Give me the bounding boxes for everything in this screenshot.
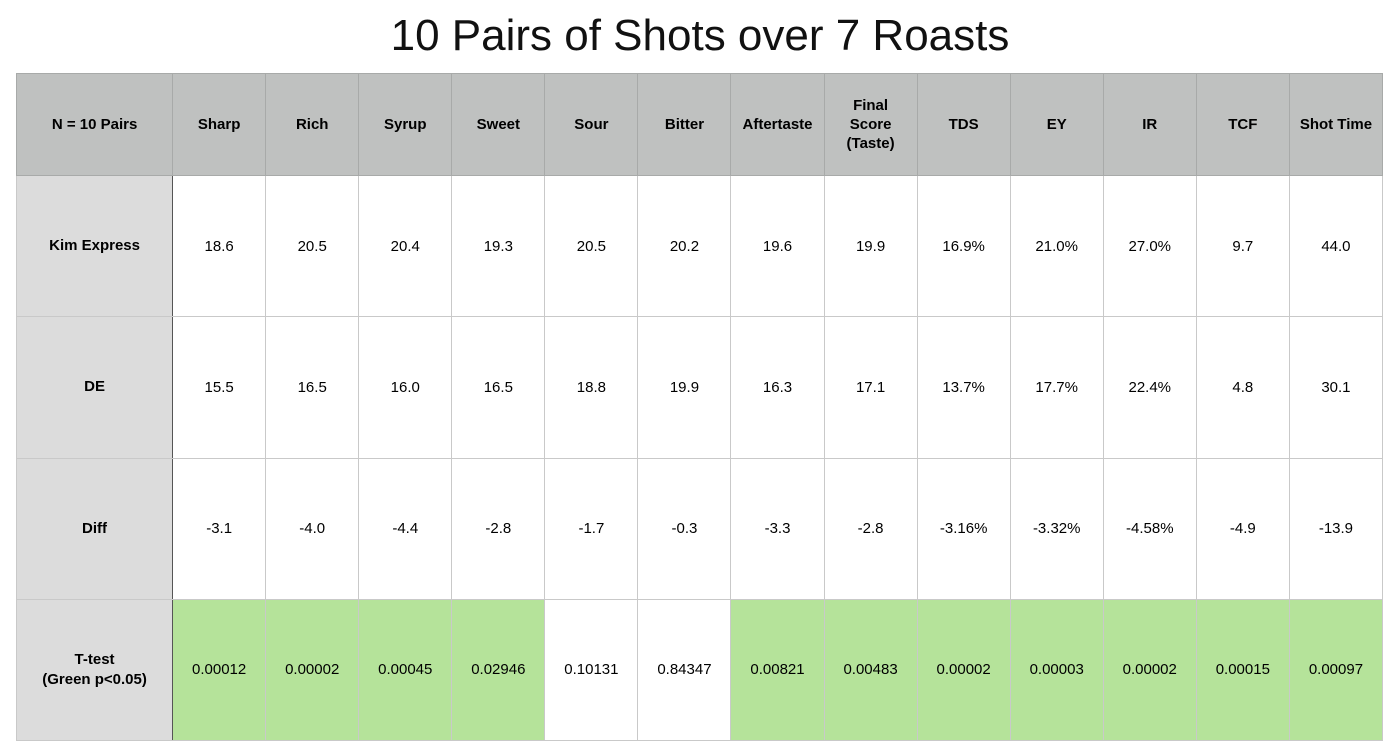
column-header: Sharp [172, 73, 267, 176]
table-cell: -0.3 [637, 457, 732, 600]
table-cell: 30.1 [1288, 316, 1384, 459]
table-cell: 13.7% [916, 316, 1011, 459]
table-row: Diff -3.1 -4.0 -4.4 -2.8 -1.7 -0.3 -3.3 -2.8 -3.1… [15, 457, 1384, 600]
row-label: DE [15, 316, 174, 459]
table-cell: -1.7 [544, 457, 639, 600]
table-cell: 19.3 [451, 174, 546, 318]
table-cell: 0.00097 [1288, 598, 1384, 742]
table-cell: 20.2 [637, 174, 732, 318]
column-header: TDS [916, 73, 1011, 176]
column-header: Shot Time [1288, 73, 1384, 176]
column-header: Rich [265, 73, 360, 176]
table-cell: 0.84347 [637, 598, 732, 742]
table-cell: 16.5 [451, 316, 546, 459]
column-header: EY [1009, 73, 1104, 176]
row-label: Diff [15, 457, 174, 600]
table-cell: 20.5 [544, 174, 639, 318]
table-cell: -4.0 [265, 457, 360, 600]
table-cell: 17.7% [1009, 316, 1104, 459]
table-cell: 16.0 [358, 316, 453, 459]
column-header: TCF [1195, 73, 1290, 176]
table-cell: 22.4% [1102, 316, 1197, 459]
table-cell: 16.5 [265, 316, 360, 459]
table-cell: 19.9 [823, 174, 918, 318]
table-cell: 18.6 [172, 174, 267, 318]
column-header: Bitter [637, 73, 732, 176]
column-header: Sweet [451, 73, 546, 176]
table-cell: 0.10131 [544, 598, 639, 742]
table-cell: 9.7 [1195, 174, 1290, 318]
table-row: DE 15.5 16.5 16.0 16.5 18.8 19.9 16.3 17.1 13.7% 1… [15, 316, 1384, 459]
table-cell: 16.3 [730, 316, 825, 459]
chart-title: 10 Pairs of Shots over 7 Roasts [390, 11, 1010, 60]
corner-header: N = 10 Pairs [15, 73, 174, 176]
table-cell: 4.8 [1195, 316, 1290, 459]
table-cell: -4.9 [1195, 457, 1290, 600]
table-cell: 0.00483 [823, 598, 918, 742]
column-header: Syrup [358, 73, 453, 176]
table-cell: 19.6 [730, 174, 825, 318]
table-body: Kim Express 18.6 20.5 20.4 19.3 20.5 20.2 19.6 1… [15, 174, 1384, 742]
table-cell: 0.00003 [1009, 598, 1104, 742]
table-cell: 16.9% [916, 174, 1011, 318]
table-cell: -3.3 [730, 457, 825, 600]
table-row: T-test (Green p<0.05) 0.00012 0.00002 0.000… [15, 598, 1384, 742]
table-cell: 0.00821 [730, 598, 825, 742]
table-cell: 0.00002 [916, 598, 1011, 742]
table-cell: -13.9 [1288, 457, 1384, 600]
table-cell: 21.0% [1009, 174, 1104, 318]
table-cell: 0.02946 [451, 598, 546, 742]
table-cell: -3.32% [1009, 457, 1104, 600]
table-cell: -4.4 [358, 457, 453, 600]
results-table: N = 10 Pairs Sharp Rich Syrup Sweet Sour… [15, 73, 1384, 742]
table-cell: 20.4 [358, 174, 453, 318]
table-cell: 27.0% [1102, 174, 1197, 318]
table-cell: 15.5 [172, 316, 267, 459]
table-cell: -2.8 [451, 457, 546, 600]
table-cell: 20.5 [265, 174, 360, 318]
table-cell: -3.16% [916, 457, 1011, 600]
table-cell: -2.8 [823, 457, 918, 600]
row-label: T-test (Green p<0.05) [15, 598, 174, 742]
table-cell: 0.00045 [358, 598, 453, 742]
table-cell: 0.00002 [1102, 598, 1197, 742]
column-header: IR [1102, 73, 1197, 176]
table-cell: 0.00015 [1195, 598, 1290, 742]
column-header: Aftertaste [730, 73, 825, 176]
table-cell: -3.1 [172, 457, 267, 600]
table-row: Kim Express 18.6 20.5 20.4 19.3 20.5 20.2 19.6 1… [15, 174, 1384, 318]
table-cell: 19.9 [637, 316, 732, 459]
table-cell: 17.1 [823, 316, 918, 459]
table-cell: 18.8 [544, 316, 639, 459]
column-header: Sour [544, 73, 639, 176]
header-row: N = 10 Pairs Sharp Rich Syrup Sweet Sour… [15, 73, 1384, 176]
table-cell: -4.58% [1102, 457, 1197, 600]
row-label: Kim Express [15, 174, 174, 318]
table-cell: 44.0 [1288, 174, 1384, 318]
table-cell: 0.00002 [265, 598, 360, 742]
column-header: Final Score (Taste) [823, 73, 918, 176]
table-cell: 0.00012 [172, 598, 267, 742]
